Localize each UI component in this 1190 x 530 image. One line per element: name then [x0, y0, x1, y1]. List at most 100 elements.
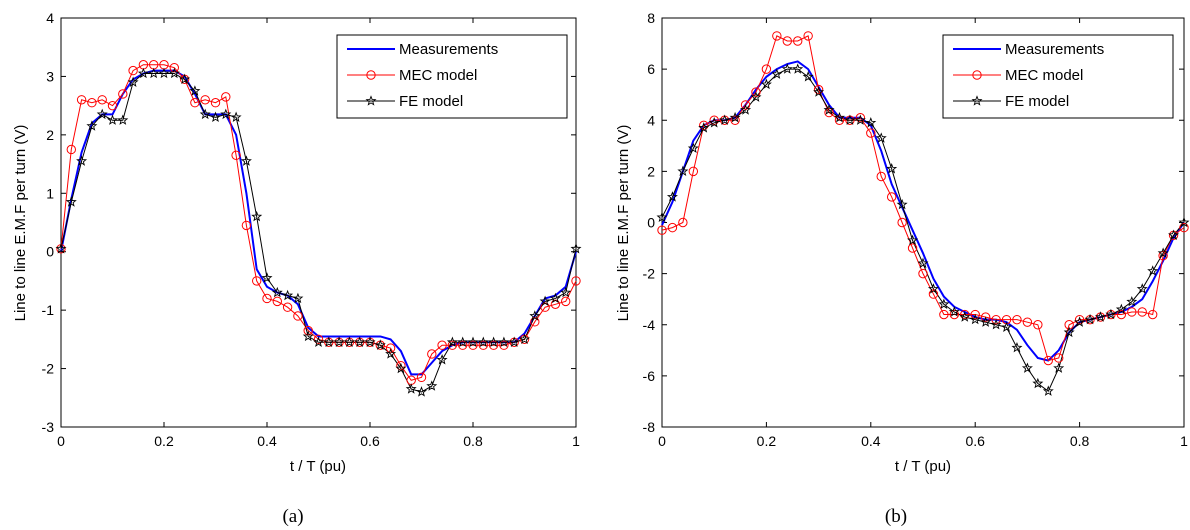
data-point [76, 95, 87, 105]
data-point [917, 257, 929, 269]
legend-label: Measurements [399, 41, 498, 58]
y-tick-label: 2 [46, 127, 54, 143]
data-point [210, 111, 221, 123]
data-point [688, 166, 699, 177]
data-point [323, 336, 335, 347]
data-point [436, 354, 448, 365]
data-point [313, 334, 324, 345]
data-point [199, 108, 211, 120]
data-point [687, 142, 699, 154]
data-point [385, 348, 397, 359]
data-point [1105, 308, 1117, 320]
data-point [86, 120, 98, 131]
series-line-mec-model [60, 64, 577, 381]
data-point [1147, 265, 1159, 276]
data-point [333, 336, 345, 347]
data-point [834, 115, 845, 125]
data-point [200, 95, 210, 105]
x-axis-label-b: t / T (pu) [895, 458, 951, 475]
legend-marker [972, 70, 982, 80]
data-point [802, 71, 814, 82]
data-point [457, 336, 469, 347]
data-point [656, 211, 668, 223]
y-tick-label: 1 [46, 185, 54, 201]
data-point [395, 362, 407, 374]
y-tick-label: -2 [643, 266, 656, 282]
data-point [1012, 314, 1022, 325]
data-point [499, 340, 509, 350]
data-point [949, 309, 960, 320]
chart-panel-b: 0 0.2 0.4 0.6 0.8 1 -8 -6 -4 -2 0 2 4 6 8 Measurements… [615, 10, 1190, 527]
legend-marker [366, 70, 376, 80]
data-point [446, 336, 458, 347]
x-tick-label: 0.4 [257, 433, 277, 449]
data-point [730, 115, 740, 125]
data-point [886, 163, 898, 174]
data-point [678, 217, 688, 228]
data-point [1179, 222, 1189, 233]
data-point [875, 132, 887, 143]
y-tick-label: 0 [647, 215, 655, 231]
data-point [813, 86, 825, 97]
data-point [560, 286, 572, 298]
y-tick-label: 8 [647, 10, 655, 26]
data-point [772, 31, 782, 41]
y-tick-label: -4 [643, 317, 656, 333]
data-point [468, 340, 478, 350]
data-point [1084, 313, 1096, 325]
data-point [657, 225, 667, 235]
data-point [938, 298, 950, 309]
data-point [374, 339, 386, 350]
y-tick-label: 4 [46, 10, 54, 26]
data-point [97, 95, 107, 105]
data-point [302, 330, 314, 342]
data-point [792, 63, 804, 74]
y-tick-label: -3 [42, 419, 55, 435]
data-point [571, 276, 581, 286]
data-point [970, 309, 980, 320]
data-point [751, 87, 761, 97]
data-point [488, 340, 499, 350]
caption-a: (a) [282, 506, 303, 527]
data-point [65, 196, 77, 207]
data-point [169, 62, 180, 73]
data-point [1094, 311, 1106, 322]
legend-label: FE model [1005, 93, 1069, 110]
data-point [667, 222, 678, 233]
legend-label: Measurements [1005, 41, 1104, 58]
legend-b: Measurements MEC model FE model [942, 34, 1174, 119]
data-point [396, 360, 406, 371]
data-point [1116, 309, 1127, 320]
data-point [824, 107, 834, 118]
x-tick-label: 0.2 [154, 433, 174, 449]
data-point [210, 98, 221, 108]
data-point [1178, 216, 1190, 228]
legend-label: MEC model [399, 67, 477, 84]
data-point [823, 104, 835, 115]
data-point [426, 380, 438, 391]
x-tick-label: 0.6 [360, 433, 380, 449]
data-point [190, 98, 200, 108]
x-tick-label: 1 [1180, 433, 1188, 449]
caption-b: (b) [885, 506, 907, 527]
y-tick-label: 6 [647, 61, 655, 77]
data-point [508, 336, 520, 347]
legend-label: FE model [399, 93, 463, 110]
data-point [437, 340, 447, 350]
data-point [292, 292, 304, 304]
data-point [529, 310, 541, 321]
legend-marker [971, 95, 983, 106]
data-point [251, 210, 263, 222]
data-point [1063, 326, 1075, 338]
data-point [1127, 307, 1137, 317]
series-line-fe-model [661, 68, 1185, 392]
legend-marker [365, 95, 377, 106]
data-point [262, 293, 272, 304]
data-point [760, 78, 772, 90]
data-point [189, 85, 201, 96]
data-point [729, 111, 741, 123]
data-point [158, 67, 170, 79]
data-point [781, 63, 793, 74]
data-point [1136, 283, 1148, 294]
